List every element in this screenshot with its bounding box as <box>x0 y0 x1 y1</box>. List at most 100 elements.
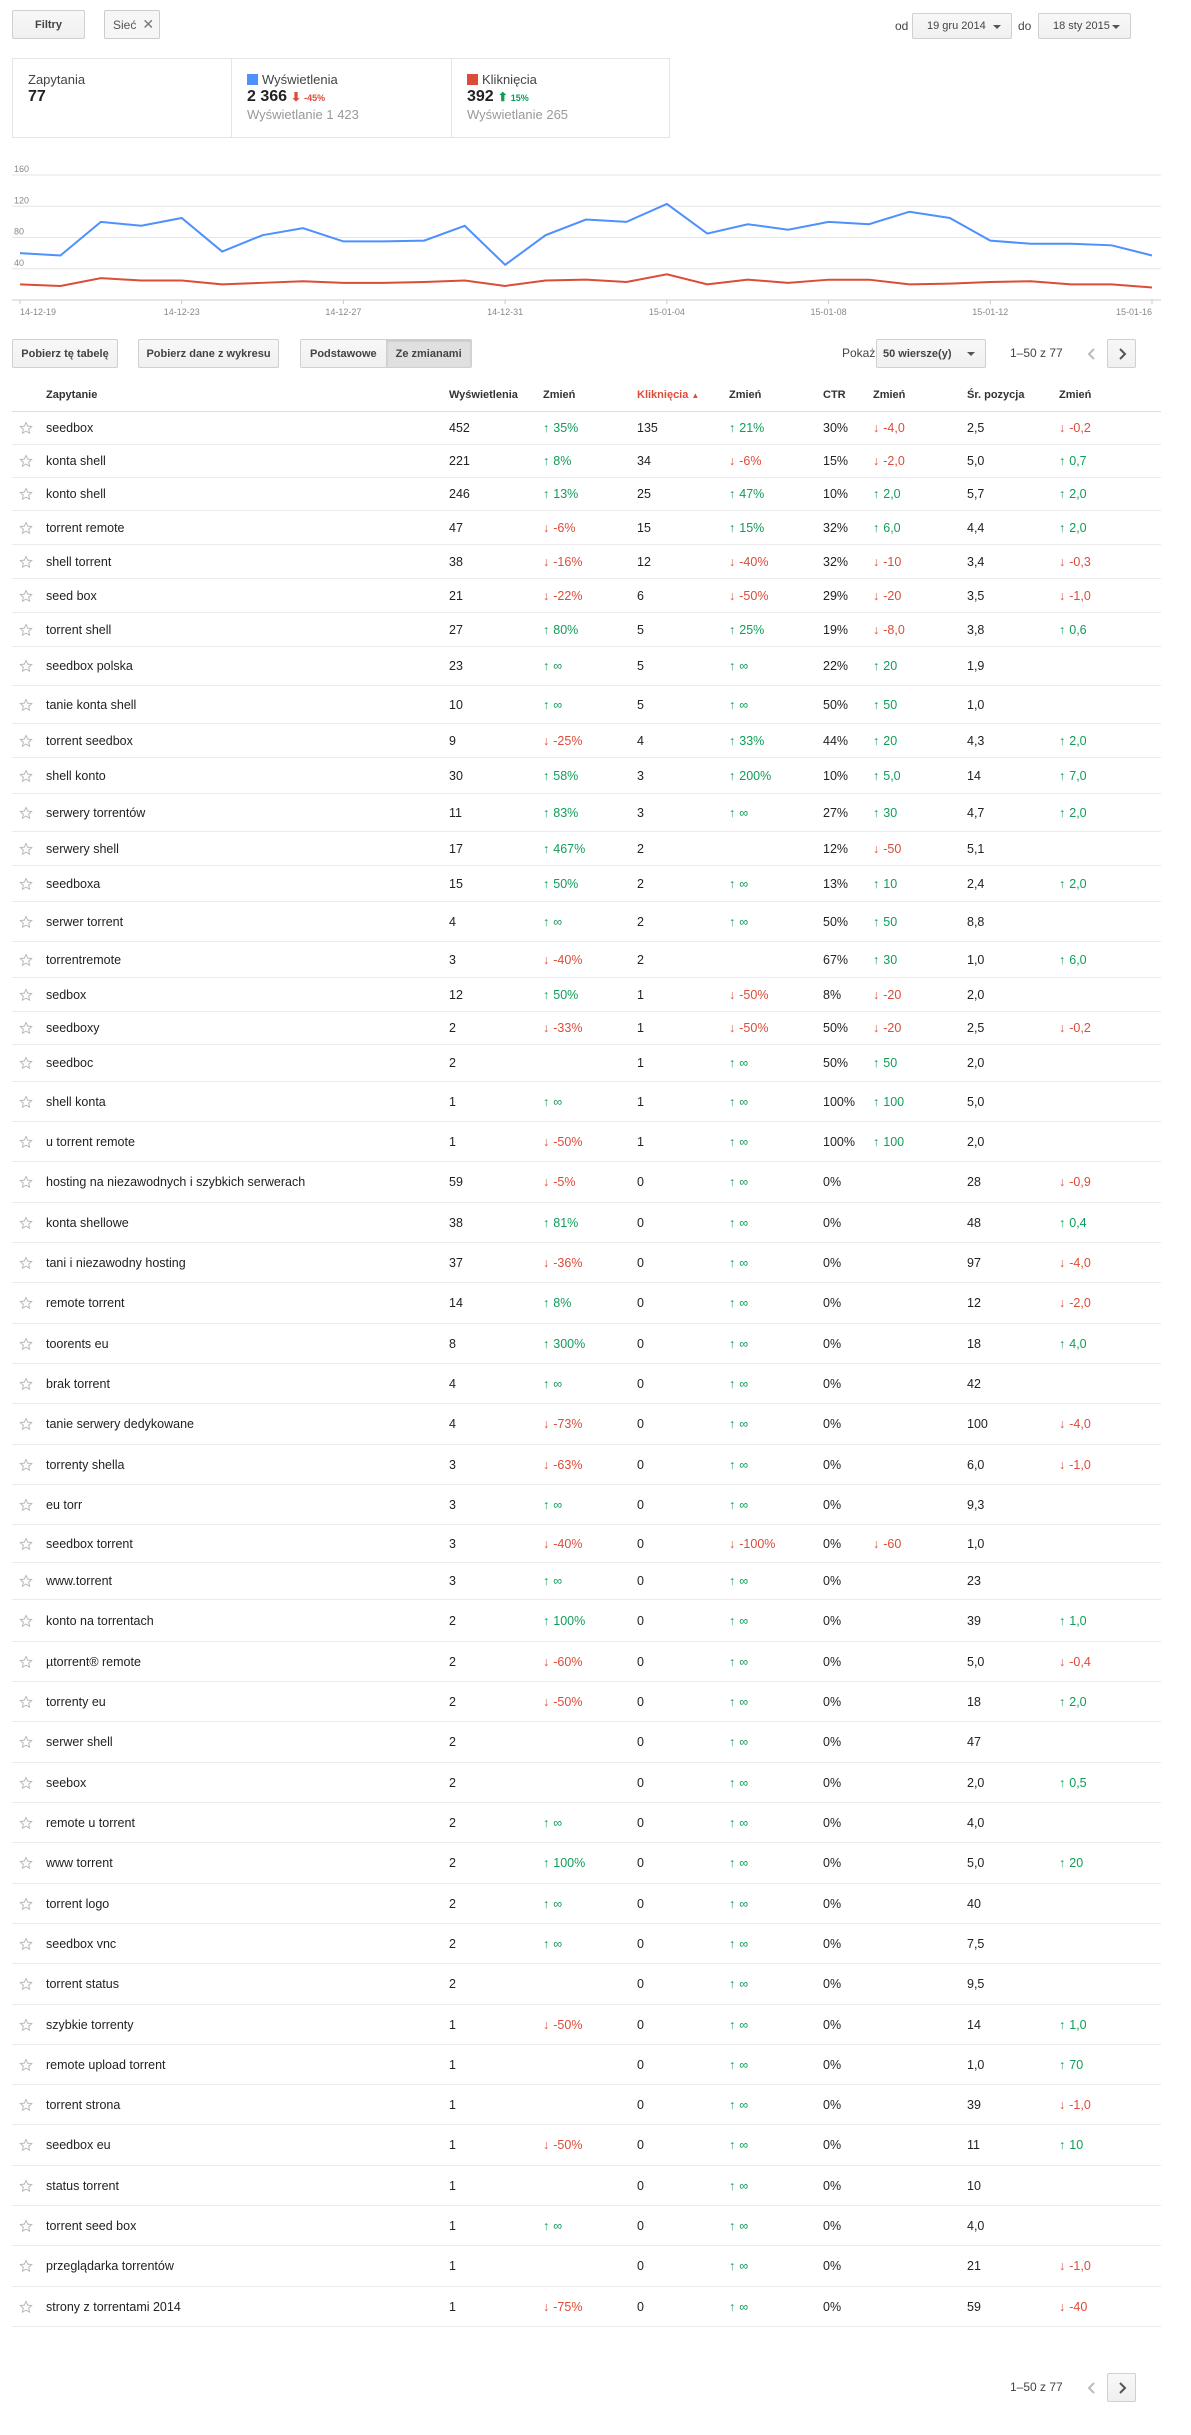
col-ctr[interactable]: CTR <box>823 389 846 401</box>
cell-query[interactable]: shell konta <box>46 1094 106 1109</box>
table-row[interactable]: seedbox vnc 2 ↑ ∞ 0 ↑ ∞ 0% 7,5 <box>12 1924 1161 1964</box>
table-row[interactable]: www torrent 2 ↑ 100% 0 ↑ ∞ 0% 5,0 ↑ 20 <box>12 1843 1161 1884</box>
star-icon[interactable] <box>19 454 33 468</box>
cell-query[interactable]: brak torrent <box>46 1376 110 1391</box>
download-chart-data-button[interactable]: Pobierz dane z wykresu <box>138 339 279 368</box>
star-icon[interactable] <box>19 1255 33 1270</box>
cell-query[interactable]: strony z torrentami 2014 <box>46 2299 181 2314</box>
next-page-button-bottom[interactable] <box>1107 2373 1136 2402</box>
cell-query[interactable]: torrent remote <box>46 520 125 535</box>
table-row[interactable]: www.torrent 3 ↑ ∞ 0 ↑ ∞ 0% 23 <box>12 1563 1161 1600</box>
star-icon[interactable] <box>19 2178 33 2193</box>
star-icon[interactable] <box>19 697 33 712</box>
cell-query[interactable]: tanie serwery dedykowane <box>46 1417 194 1431</box>
star-icon[interactable] <box>19 2057 33 2072</box>
col-ctr-change[interactable]: Zmień <box>873 389 906 401</box>
cell-query[interactable]: seedbox polska <box>46 659 133 673</box>
clicks-card[interactable]: Kliknięcia 392 ⬆ 15% Wyświetlanie 265 <box>451 58 670 138</box>
cell-query[interactable]: seedbox torrent <box>46 1536 133 1551</box>
download-table-button[interactable]: Pobierz tę tabelę <box>12 339 118 368</box>
star-icon[interactable] <box>19 1457 33 1472</box>
star-icon[interactable] <box>19 805 33 820</box>
table-row[interactable]: serwer torrent 4 ↑ ∞ 2 ↑ ∞ 50% ↑ 50 8,8 <box>12 902 1161 942</box>
star-icon[interactable] <box>19 1896 33 1911</box>
cell-query[interactable]: status torrent <box>46 2178 119 2193</box>
star-icon[interactable] <box>19 1735 33 1749</box>
table-row[interactable]: shell konto 30 ↑ 58% 3 ↑ 200% 10% ↑ 5,0 14 ↑ 7,0 <box>12 758 1161 794</box>
table-row[interactable]: torrent logo 2 ↑ ∞ 0 ↑ ∞ 0% 40 <box>12 1884 1161 1924</box>
cell-query[interactable]: konta shell <box>46 454 106 468</box>
with-changes-view-button[interactable]: Ze zmianami <box>385 340 471 367</box>
star-icon[interactable] <box>19 2138 33 2152</box>
cell-query[interactable]: torrent status <box>46 1977 119 1991</box>
cell-query[interactable]: konto na torrentach <box>46 1613 154 1628</box>
star-icon[interactable] <box>19 841 33 856</box>
star-icon[interactable] <box>19 2299 33 2314</box>
cell-query[interactable]: remote u torrent <box>46 1815 135 1830</box>
star-icon[interactable] <box>19 1376 33 1391</box>
table-row[interactable]: seedboxa 15 ↑ 50% 2 ↑ ∞ 13% ↑ 10 2,4 ↑ 2,0 <box>12 866 1161 902</box>
table-row[interactable]: konto na torrentach 2 ↑ 100% 0 ↑ ∞ 0% 39 ↑ 1,0 <box>12 1600 1161 1642</box>
cell-query[interactable]: shell konto <box>46 768 106 783</box>
table-row[interactable]: tani i niezawodny hosting 37 ↓ -36% 0 ↑ ∞ 0% 97 ↓… <box>12 1243 1161 1283</box>
table-row[interactable]: torrent shell 27 ↑ 80% 5 ↑ 25% 19% ↓ -8,0 3,8 ↑ 0,6 <box>12 613 1161 647</box>
table-row[interactable]: konta shellowe 38 ↑ 81% 0 ↑ ∞ 0% 48 ↑ 0,4 <box>12 1203 1161 1243</box>
cell-query[interactable]: µtorrent® remote <box>46 1654 141 1669</box>
table-row[interactable]: szybkie torrenty 1 ↓ -50% 0 ↑ ∞ 0% 14 ↑ 1,0 <box>12 2005 1161 2045</box>
cell-query[interactable]: shell torrent <box>46 554 112 569</box>
star-icon[interactable] <box>19 520 33 535</box>
table-row[interactable]: seedbox polska 23 ↑ ∞ 5 ↑ ∞ 22% ↑ 20 1,9 <box>12 647 1161 686</box>
table-row[interactable]: seed box 21 ↓ -22% 6 ↓ -50% 29% ↓ -20 3,5 ↓ -1,0 <box>12 579 1161 613</box>
cell-query[interactable]: seedboxa <box>46 876 101 891</box>
cell-query[interactable]: tani i niezawodny hosting <box>46 1255 186 1270</box>
star-icon[interactable] <box>19 1694 33 1709</box>
table-row[interactable]: konta shell 221 ↑ 8% 34 ↓ -6% 15% ↓ -2,0 5,0 ↑ 0,7 <box>12 445 1161 478</box>
table-row[interactable]: remote u torrent 2 ↑ ∞ 0 ↑ ∞ 0% 4,0 <box>12 1803 1161 1843</box>
star-icon[interactable] <box>19 914 33 929</box>
cell-query[interactable]: serwery torrentów <box>46 805 146 820</box>
star-icon[interactable] <box>19 2218 33 2233</box>
cell-query[interactable]: seed box <box>46 588 97 603</box>
table-row[interactable]: µtorrent® remote 2 ↓ -60% 0 ↑ ∞ 0% 5,0 ↓ -0,4 <box>12 1642 1161 1682</box>
table-row[interactable]: eu torr 3 ↑ ∞ 0 ↑ ∞ 0% 9,3 <box>12 1485 1161 1525</box>
star-icon[interactable] <box>19 1336 33 1351</box>
cell-query[interactable]: szybkie torrenty <box>46 2017 134 2032</box>
star-icon[interactable] <box>19 2259 33 2273</box>
cell-query[interactable]: serwer shell <box>46 1735 113 1749</box>
star-icon[interactable] <box>19 554 33 569</box>
prev-page-button[interactable] <box>1077 339 1106 368</box>
star-icon[interactable] <box>19 1613 33 1628</box>
table-row[interactable]: seedboxy 2 ↓ -33% 1 ↓ -50% 50% ↓ -20 2,5 ↓ -0,2 <box>12 1012 1161 1045</box>
star-icon[interactable] <box>19 1056 33 1070</box>
cell-query[interactable]: sedbox <box>46 987 87 1002</box>
network-filter-chip[interactable]: Sieć ✕ <box>104 10 160 39</box>
cell-query[interactable]: konta shellowe <box>46 1215 129 1230</box>
star-icon[interactable] <box>19 1417 33 1431</box>
star-icon[interactable] <box>19 987 33 1002</box>
cell-query[interactable]: seedboc <box>46 1056 94 1070</box>
table-row[interactable]: torrentremote 3 ↓ -40% 2 67% ↑ 30 1,0 ↑ 6,0 <box>12 942 1161 978</box>
star-icon[interactable] <box>19 876 33 891</box>
table-row[interactable]: seebox 2 0 ↑ ∞ 0% 2,0 ↑ 0,5 <box>12 1763 1161 1803</box>
cell-query[interactable]: tanie konta shell <box>46 697 137 712</box>
star-icon[interactable] <box>19 1977 33 1991</box>
cell-query[interactable]: torrent logo <box>46 1896 110 1911</box>
col-query[interactable]: Zapytanie <box>46 389 98 401</box>
cell-query[interactable]: seedbox vnc <box>46 1936 117 1951</box>
table-row[interactable]: torrent remote 47 ↓ -6% 15 ↑ 15% 32% ↑ 6,0 4,4 ↑ 2,0 <box>12 511 1161 545</box>
performance-chart[interactable]: 160 120 80 40 14-12-19 14-12-23 14-12-27 14-12-… <box>12 150 1161 315</box>
star-icon[interactable] <box>19 622 33 637</box>
table-row[interactable]: shell torrent 38 ↓ -16% 12 ↓ -40% 32% ↓ -10 3,4 ↓ -0… <box>12 545 1161 579</box>
star-icon[interactable] <box>19 1856 33 1870</box>
table-row[interactable]: torrenty eu 2 ↓ -50% 0 ↑ ∞ 0% 18 ↑ 2,0 <box>12 1682 1161 1722</box>
star-icon[interactable] <box>19 1497 33 1512</box>
star-icon[interactable] <box>19 1654 33 1669</box>
star-icon[interactable] <box>19 2017 33 2032</box>
col-clicks-change[interactable]: Zmień <box>729 389 762 401</box>
table-row[interactable]: brak torrent 4 ↑ ∞ 0 ↑ ∞ 0% 42 <box>12 1364 1161 1404</box>
table-row[interactable]: serwery shell 17 ↑ 467% 2 12% ↓ -50 5,1 <box>12 832 1161 866</box>
table-row[interactable]: serwer shell 2 0 ↑ ∞ 0% 47 <box>12 1722 1161 1763</box>
cell-query[interactable]: eu torr <box>46 1497 83 1512</box>
star-icon[interactable] <box>19 659 33 673</box>
star-icon[interactable] <box>19 1021 33 1035</box>
